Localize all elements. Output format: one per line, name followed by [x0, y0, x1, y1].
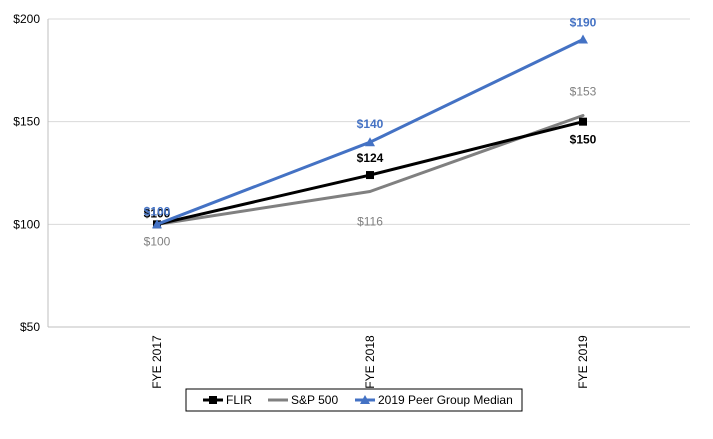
legend-box: [185, 388, 523, 412]
data-point-marker: [578, 34, 588, 44]
data-label: $150: [570, 133, 597, 147]
series-lines: [152, 34, 588, 229]
data-label: $100: [144, 206, 171, 220]
data-label: $190: [570, 16, 597, 30]
legend-label: S&P 500: [291, 393, 338, 407]
x-tick-label: FYE 2017: [150, 335, 164, 389]
legend-label: FLIR: [226, 393, 252, 407]
legend-item-s-p-500[interactable]: S&P 500: [268, 393, 338, 407]
series-line-s-p-500: [155, 114, 585, 226]
data-point-marker: [579, 117, 587, 126]
data-point-marker: [366, 171, 374, 180]
y-tick-label: $50: [20, 320, 40, 334]
data-point-marker: [152, 219, 162, 229]
data-point-marker: [365, 137, 375, 147]
x-tick-label: FYE 2019: [576, 335, 590, 389]
x-tick-label: FYE 2018: [363, 335, 377, 389]
data-labels: $100$124$150$100$116$153$100$140$190: [144, 16, 597, 249]
legend-item-flir[interactable]: FLIR: [203, 393, 252, 407]
data-label: $100: [144, 204, 171, 218]
data-label: $153: [570, 85, 597, 99]
axes: $50 $100 $150 $200 FYE 2017 FYE 2018 FYE 2019: [13, 12, 690, 389]
data-label: $116: [357, 214, 383, 228]
legend-marker: [360, 395, 370, 404]
data-label: $124: [357, 151, 384, 165]
data-label: $140: [357, 117, 384, 131]
legend-marker: [209, 396, 217, 404]
data-label: $100: [144, 234, 171, 248]
legend[interactable]: FLIR S&P 500 2019 Peer Group Median: [185, 388, 523, 412]
legend-label: 2019 Peer Group Median: [378, 393, 513, 407]
y-tick-label: $150: [13, 115, 40, 129]
series-line-2019-peer-group-median: [155, 38, 585, 226]
legend-item-2019-peer-group-median[interactable]: 2019 Peer Group Median: [355, 393, 513, 407]
y-tick-label: $200: [13, 12, 40, 26]
y-tick-label: $100: [13, 217, 40, 231]
